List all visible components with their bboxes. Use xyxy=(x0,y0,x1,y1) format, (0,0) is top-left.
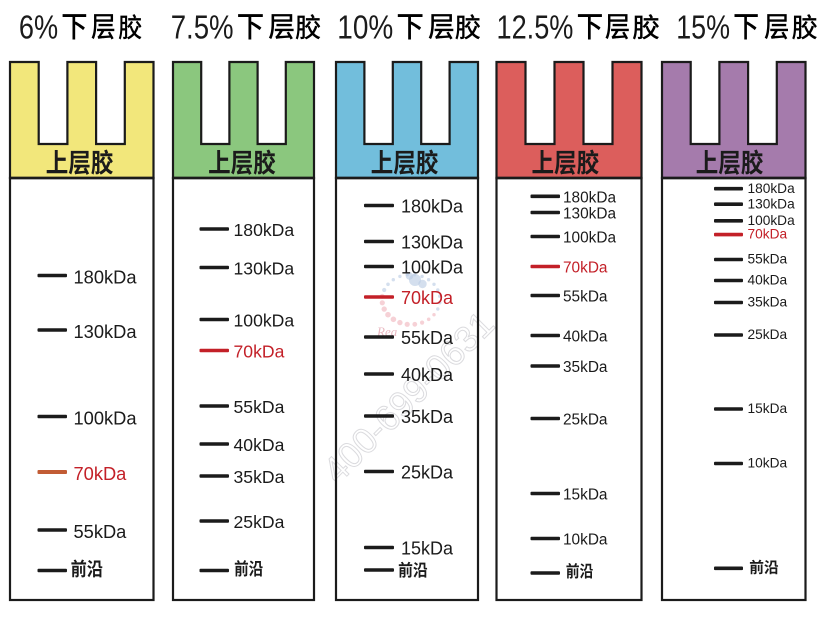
svg-text:40kDa: 40kDa xyxy=(401,365,454,385)
svg-text:25kDa: 25kDa xyxy=(401,463,454,483)
svg-text:100kDa: 100kDa xyxy=(748,213,796,228)
svg-text:15%: 15% xyxy=(676,9,730,46)
svg-text:10%: 10% xyxy=(337,9,393,46)
svg-text:70kDa: 70kDa xyxy=(563,260,608,277)
svg-text:130kDa: 130kDa xyxy=(401,233,464,253)
svg-text:10kDa: 10kDa xyxy=(563,532,608,549)
svg-text:130kDa: 130kDa xyxy=(234,258,295,278)
svg-text:35kDa: 35kDa xyxy=(234,467,285,487)
svg-text:25kDa: 25kDa xyxy=(748,327,788,342)
svg-text:180kDa: 180kDa xyxy=(748,181,796,196)
svg-text:35kDa: 35kDa xyxy=(748,295,788,310)
svg-text:55kDa: 55kDa xyxy=(234,397,285,417)
svg-text:15kDa: 15kDa xyxy=(401,539,454,559)
svg-text:180kDa: 180kDa xyxy=(563,189,616,206)
svg-text:15kDa: 15kDa xyxy=(748,401,788,416)
svg-text:55kDa: 55kDa xyxy=(401,328,454,348)
svg-text:100kDa: 100kDa xyxy=(563,230,616,247)
svg-text:40kDa: 40kDa xyxy=(748,273,788,288)
svg-text:25kDa: 25kDa xyxy=(563,412,608,429)
svg-text:55kDa: 55kDa xyxy=(748,252,788,267)
svg-text:6%: 6% xyxy=(19,9,58,46)
svg-text:55kDa: 55kDa xyxy=(74,521,128,542)
svg-text:35kDa: 35kDa xyxy=(563,359,608,376)
svg-text:130kDa: 130kDa xyxy=(74,321,138,342)
svg-text:7.5%: 7.5% xyxy=(171,9,234,46)
svg-text:40kDa: 40kDa xyxy=(234,435,285,455)
svg-text:12.5%: 12.5% xyxy=(497,9,574,46)
svg-text:100kDa: 100kDa xyxy=(74,408,138,429)
svg-text:180kDa: 180kDa xyxy=(74,267,138,288)
svg-text:40kDa: 40kDa xyxy=(563,329,608,346)
svg-text:70kDa: 70kDa xyxy=(748,227,788,242)
svg-text:180kDa: 180kDa xyxy=(401,197,464,217)
svg-text:15kDa: 15kDa xyxy=(563,487,608,504)
svg-text:180kDa: 180kDa xyxy=(234,220,295,240)
svg-text:70kDa: 70kDa xyxy=(74,463,128,484)
svg-text:25kDa: 25kDa xyxy=(234,512,285,532)
svg-text:70kDa: 70kDa xyxy=(401,288,454,308)
svg-text:130kDa: 130kDa xyxy=(748,196,796,211)
svg-text:55kDa: 55kDa xyxy=(563,289,608,306)
svg-text:70kDa: 70kDa xyxy=(234,341,285,361)
svg-text:100kDa: 100kDa xyxy=(401,258,464,278)
svg-text:100kDa: 100kDa xyxy=(234,310,295,330)
svg-text:10kDa: 10kDa xyxy=(748,456,788,471)
svg-text:35kDa: 35kDa xyxy=(401,407,454,427)
svg-text:130kDa: 130kDa xyxy=(563,206,616,223)
